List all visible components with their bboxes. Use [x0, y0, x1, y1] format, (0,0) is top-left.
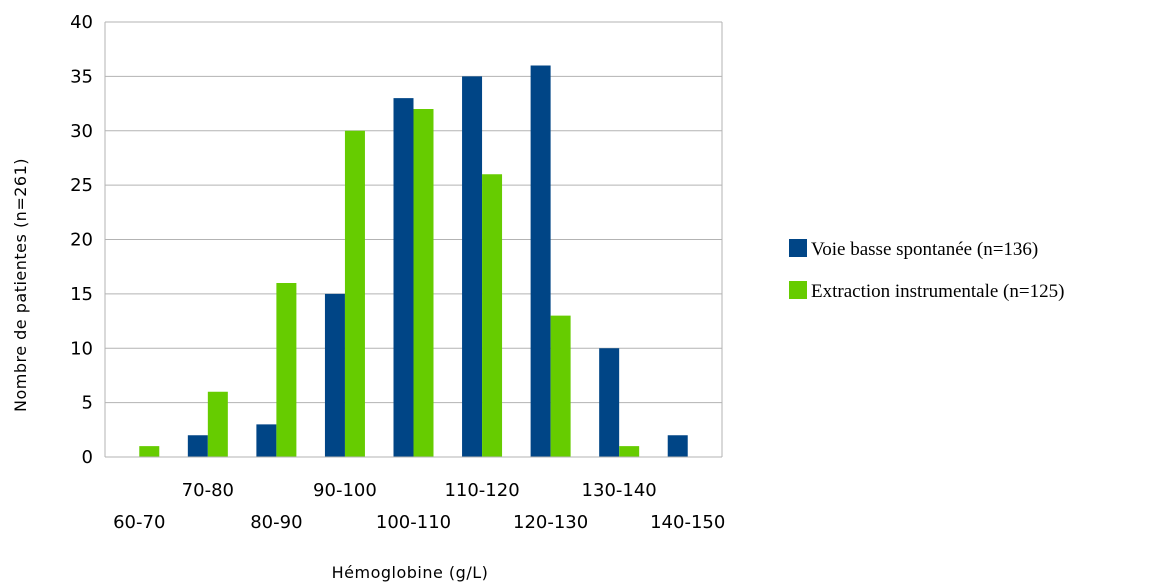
x-tick-label: 100-110 — [376, 512, 451, 533]
legend-label-1: Extraction instrumentale (n=125) — [811, 281, 1064, 302]
bar-voie-basse-140-150 — [667, 435, 688, 457]
y-tick-label: 15 — [70, 284, 93, 305]
bar-voie-basse-110-120 — [462, 76, 483, 457]
y-tick-label: 5 — [82, 393, 93, 414]
y-tick-label: 30 — [70, 121, 93, 142]
y-tick-label: 0 — [82, 447, 93, 468]
y-tick-label: 40 — [70, 12, 93, 33]
bar-extraction-110-120 — [482, 174, 503, 457]
legend-swatch-1 — [789, 281, 807, 299]
x-tick-label: 90-100 — [313, 480, 377, 501]
x-tick-labels: 60-70 70-80 80-90 90-100 100-110 110-120 120-1… — [113, 480, 725, 533]
x-tick-label: 140-150 — [650, 512, 725, 533]
bar-extraction-60-70 — [139, 446, 160, 457]
y-axis-title: Nombre de patientes (n=261) — [11, 158, 30, 412]
x-axis-title: Hémoglobine (g/L) — [332, 563, 489, 582]
x-tick-label: 60-70 — [113, 512, 165, 533]
x-tick-label: 120-130 — [513, 512, 588, 533]
legend: Voie basse spontanée (n=136) Extraction i… — [789, 239, 1064, 302]
bar-voie-basse-90-100 — [324, 293, 345, 457]
bar-extraction-120-130 — [550, 315, 571, 457]
axes — [104, 22, 723, 458]
bar-voie-basse-100-110 — [393, 98, 414, 457]
y-tick-label: 25 — [70, 175, 93, 196]
bar-extraction-100-110 — [413, 109, 434, 457]
bar-voie-basse-70-80 — [187, 435, 208, 457]
bar-extraction-130-140 — [619, 446, 640, 457]
x-tick-label: 130-140 — [582, 480, 657, 501]
bar-extraction-80-90 — [276, 283, 297, 457]
bar-voie-basse-120-130 — [530, 65, 551, 457]
legend-swatch-0 — [789, 239, 807, 257]
y-tick-label: 35 — [70, 66, 93, 87]
x-tick-label: 70-80 — [182, 480, 234, 501]
y-tick-labels: 0 5 10 15 20 25 30 35 40 — [70, 12, 93, 468]
y-tick-label: 10 — [70, 338, 93, 359]
x-tick-label: 80-90 — [250, 512, 302, 533]
bar-extraction-90-100 — [344, 130, 365, 457]
bars — [139, 65, 688, 457]
bar-voie-basse-80-90 — [256, 424, 277, 457]
x-tick-label: 110-120 — [444, 480, 519, 501]
y-tick-label: 20 — [70, 230, 93, 251]
bar-extraction-70-80 — [207, 391, 228, 457]
legend-label-0: Voie basse spontanée (n=136) — [811, 239, 1038, 260]
bar-voie-basse-130-140 — [599, 348, 620, 457]
